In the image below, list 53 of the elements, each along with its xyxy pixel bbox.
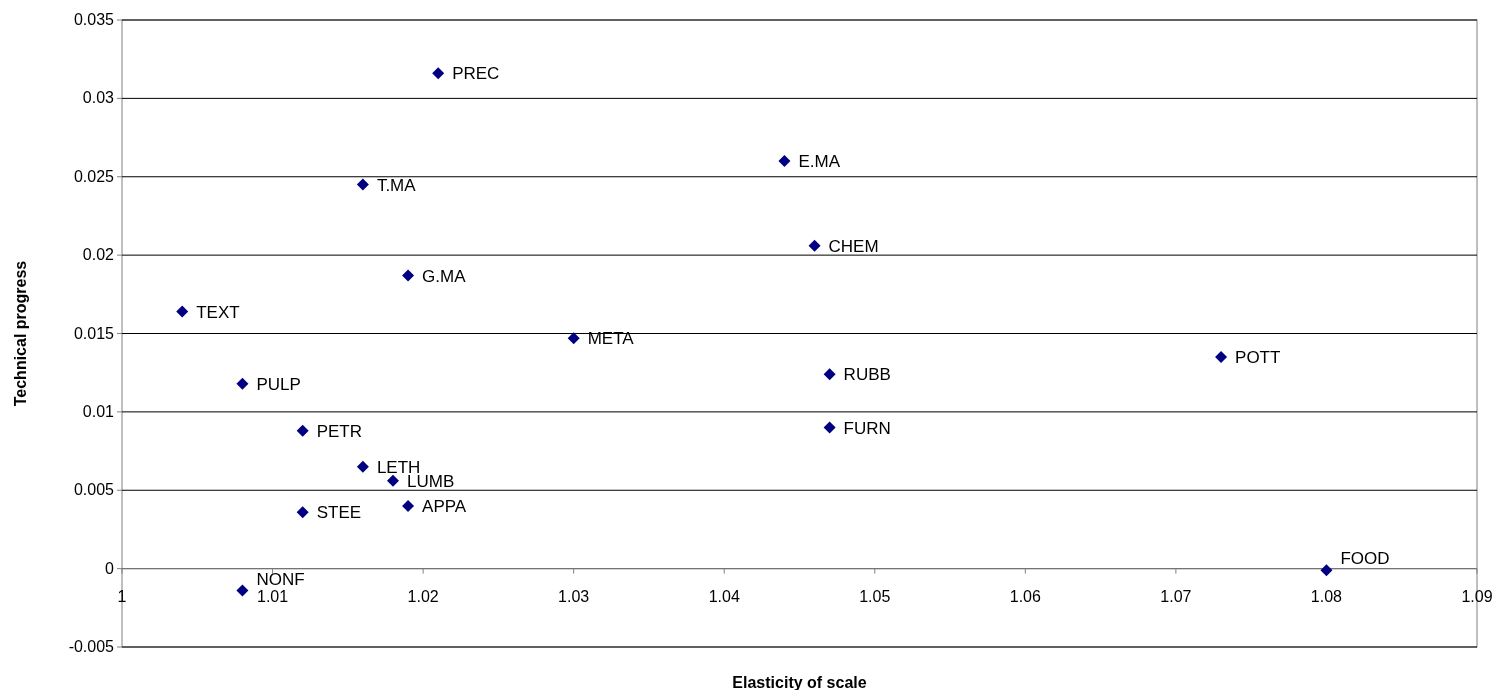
- x-tick-label: 1.03: [558, 587, 590, 605]
- point: [402, 269, 415, 282]
- point: [356, 460, 369, 473]
- point: [432, 67, 445, 80]
- annotation: PULP: [256, 374, 301, 394]
- annotation: G.MA: [422, 266, 467, 286]
- x-tick-label: 1.08: [1310, 587, 1343, 605]
- point: [402, 499, 415, 512]
- x-tick-label: 1.01: [256, 587, 289, 605]
- annotation: PREC: [452, 64, 500, 84]
- x-tick-label: 1.04: [708, 587, 740, 605]
- annotation: CHEM: [828, 236, 879, 256]
- y-tick-label: -0.005: [68, 638, 115, 655]
- y-tick-label: 0.025: [73, 167, 115, 185]
- y-tick-label: 0.005: [73, 481, 115, 499]
- point: [296, 506, 309, 519]
- x-tick-label: 1: [117, 587, 127, 605]
- annotation: PETR: [316, 421, 363, 441]
- x-tick-label: 1.07: [1160, 587, 1192, 605]
- point: [567, 332, 580, 345]
- x-tick-label: 1.02: [407, 587, 439, 605]
- point: [778, 155, 791, 168]
- annotation: FOOD: [1340, 549, 1390, 569]
- point: [1320, 564, 1333, 577]
- annotation: NONF: [256, 569, 305, 589]
- x-tick-label: 1.05: [859, 587, 891, 605]
- y-tick-label: 0.02: [82, 246, 115, 264]
- annotation: E.MA: [798, 152, 841, 172]
- annotation: RUBB: [843, 365, 891, 385]
- point: [823, 421, 836, 434]
- y-axis-title: Technical progress: [12, 260, 29, 407]
- point: [1215, 351, 1228, 364]
- annotation: T.MA: [376, 175, 417, 195]
- point: [296, 424, 309, 437]
- y-tick-label: 0.015: [73, 324, 115, 342]
- y-tick-label: 0.035: [73, 11, 115, 28]
- y-tick-label: 0: [105, 559, 115, 577]
- annotation: TEXT: [196, 302, 240, 322]
- annotation: STEE: [316, 503, 362, 523]
- annotation: APPA: [422, 496, 467, 516]
- point: [176, 305, 189, 318]
- point: [387, 474, 399, 487]
- annotation: POTT: [1235, 348, 1281, 368]
- point: [236, 584, 249, 597]
- y-tick-label: 0.03: [82, 89, 115, 107]
- point: [236, 377, 249, 390]
- x-tick-label: 1.09: [1461, 587, 1493, 605]
- point: [356, 178, 369, 191]
- y-tick-label: 0.01: [82, 402, 115, 420]
- annotation: FURN: [843, 418, 891, 438]
- point: [808, 239, 821, 252]
- x-tick-label: 1.06: [1009, 587, 1042, 605]
- point: [823, 368, 836, 381]
